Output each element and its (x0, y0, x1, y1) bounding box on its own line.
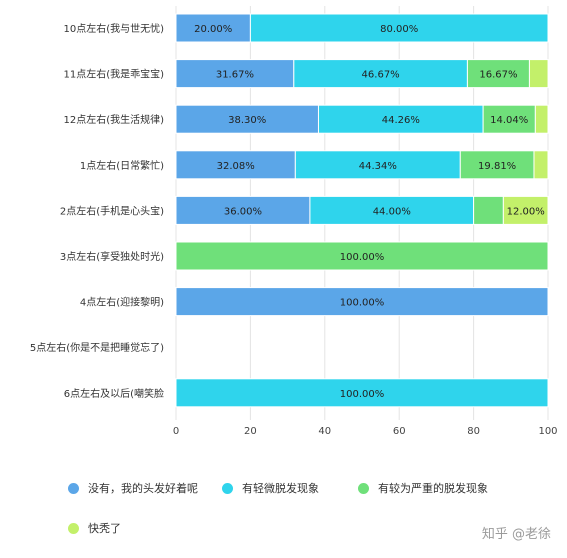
stacked-bar-chart: 0 20 40 60 80 100 10点左右(我与世无忧) 11点左右(我是乖宝宝) 12点左… (30, 6, 558, 437)
bar-segment (466, 59, 530, 89)
x-tick-label: 100 (538, 426, 557, 437)
y-category-label: 10点左右(我与世无忧) (63, 22, 164, 35)
legend-item-slight-hair-loss[interactable]: 有轻微脱发现象 (222, 480, 319, 496)
legend-swatch-serious-hair-loss (358, 482, 369, 494)
legend-label-almost-bald: 快秃了 (88, 522, 121, 535)
legend-swatch-slight-hair-loss (222, 482, 233, 494)
bar-segment (528, 59, 549, 89)
x-tick-label: 40 (318, 426, 331, 437)
legend-item-no-hair-loss[interactable]: 没有，我的头发好着呢 (68, 480, 198, 496)
data-label: 100.00% (340, 389, 385, 400)
bar-segment (249, 13, 549, 43)
data-label: 31.67% (216, 70, 254, 81)
legend-item-almost-bald[interactable]: 快秃了 (68, 520, 121, 536)
bar-segment (533, 150, 549, 180)
legend: 没有，我的头发好着呢 有轻微脱发现象 有较为严重的脱发现象 快秃了 (0, 470, 567, 550)
x-tick-label: 0 (173, 426, 179, 437)
x-tick-label: 20 (244, 426, 257, 437)
legend-label-serious-hair-loss: 有较为严重的脱发现象 (378, 482, 488, 495)
data-label: 32.08% (217, 161, 255, 172)
watermark: 知乎 @老徐 (481, 527, 551, 542)
y-category-label: 4点左右(迎接黎明) (80, 296, 164, 309)
x-tick-label: 60 (393, 426, 406, 437)
bar-segment (459, 150, 535, 180)
legend-swatch-no-hair-loss (68, 482, 79, 494)
y-category-label: 1点左右(日常繁忙) (80, 159, 164, 172)
data-label: 12.00% (507, 206, 545, 217)
y-category-label: 3点左右(享受独处时光) (60, 250, 164, 263)
data-label: 100.00% (340, 298, 385, 309)
y-category-label: 6点左右及以后(嘲笑脸 (64, 387, 164, 400)
bar-segment (175, 378, 549, 408)
bar-segment (473, 195, 504, 225)
bar-segment (175, 241, 549, 271)
bar-segment (482, 104, 536, 134)
bar-segment (317, 104, 484, 134)
legend-label-slight-hair-loss: 有轻微脱发现象 (242, 482, 319, 495)
y-category-label: 12点左右(我生活规律) (63, 113, 164, 126)
bar-segment (175, 287, 549, 317)
legend-label-no-hair-loss: 没有，我的头发好着呢 (88, 482, 198, 495)
data-label: 19.81% (478, 161, 516, 172)
y-category-label: 11点左右(我是乖宝宝) (63, 68, 164, 81)
bar-segment (175, 104, 319, 134)
y-category-label: 5点左右(你是不是把睡觉忘了) (30, 341, 164, 354)
bar-segment (309, 195, 475, 225)
data-label: 16.67% (479, 70, 517, 81)
data-label: 80.00% (380, 24, 418, 35)
bar-segment (175, 150, 296, 180)
bar-segment (175, 195, 311, 225)
data-label: 46.67% (362, 70, 400, 81)
bar-segment (502, 195, 549, 225)
data-label: 36.00% (224, 206, 262, 217)
data-label: 44.26% (382, 115, 420, 126)
legend-item-serious-hair-loss[interactable]: 有较为严重的脱发现象 (358, 480, 488, 496)
data-label: 100.00% (340, 252, 385, 263)
bar-segment (534, 104, 549, 134)
data-label: 20.00% (194, 24, 232, 35)
x-tick-label: 80 (467, 426, 480, 437)
data-label: 44.34% (359, 161, 397, 172)
bar-segment (293, 59, 468, 89)
data-label: 14.04% (490, 115, 528, 126)
data-label: 44.00% (373, 206, 411, 217)
bar-segment (294, 150, 461, 180)
legend-swatch-almost-bald (68, 522, 79, 534)
y-category-label: 2点左右(手机是心头宝) (60, 204, 164, 217)
bar-segment (175, 13, 251, 43)
data-label: 38.30% (228, 115, 266, 126)
